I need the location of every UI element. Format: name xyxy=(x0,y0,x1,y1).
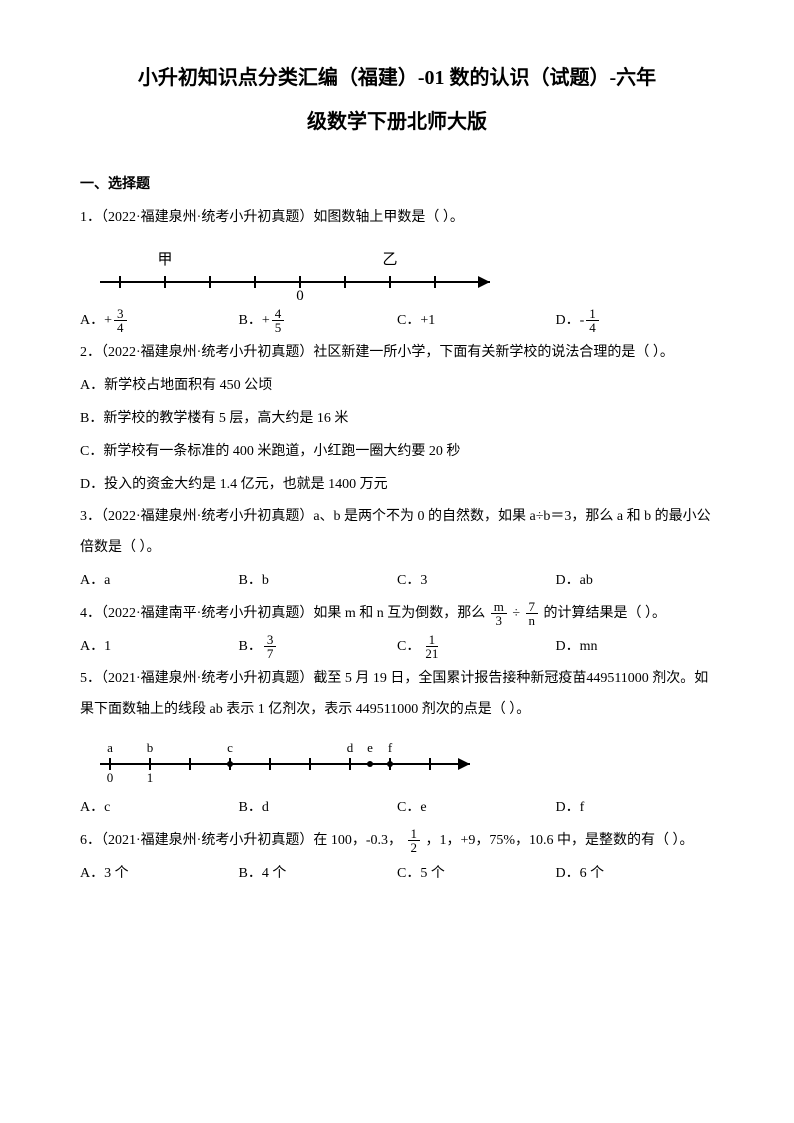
q1-number-line: 甲 乙 0 xyxy=(90,242,714,302)
q1-d-pre: D．- xyxy=(556,313,585,328)
q6-stem-post: ，1，+9，75%，10.6 中，是整数的有（ ）。 xyxy=(426,833,694,848)
q1-b-pre: B．+ xyxy=(239,313,270,328)
q6-opt-c: C．5 个 xyxy=(397,859,556,890)
q4-c-num: 1 xyxy=(426,633,439,647)
q1-stem: 1．（2022·福建泉州·统考小升初真题）如图数轴上甲数是（ ）。 xyxy=(80,203,714,234)
q1-nl-zero: 0 xyxy=(296,288,304,302)
q4-stem-pre: 4．（2022·福建南平·统考小升初真题）如果 m 和 n 互为倒数，那么 xyxy=(80,606,485,621)
q4-f1-den: 3 xyxy=(493,614,506,627)
q2-opt-a: A．新学校占地面积有 450 公顷 xyxy=(80,371,714,402)
q1-d-num: 1 xyxy=(586,307,599,321)
q4-b-den: 7 xyxy=(264,647,277,660)
q3-stem: 3．（2022·福建泉州·统考小升初真题）a、b 是两个不为 0 的自然数，如果… xyxy=(80,502,714,564)
q4-f2-den: n xyxy=(526,614,539,627)
q1-opt-b: B．+45 xyxy=(239,306,398,337)
q4-opt-a: A．1 xyxy=(80,632,239,663)
q3-options: A．a B．b C．3 D．ab xyxy=(80,566,714,597)
q6-f-den: 2 xyxy=(408,841,421,854)
q5-opt-a: A．c xyxy=(80,793,239,824)
q4-options: A．1 B．37 C． 121 D．mn xyxy=(80,632,714,663)
q3-opt-a: A．a xyxy=(80,566,239,597)
q5-nl-c: c xyxy=(227,740,233,755)
q6-stem: 6．（2021·福建泉州·统考小升初真题）在 100，-0.3， 12 ，1，+… xyxy=(80,826,714,857)
q3-opt-d: D．ab xyxy=(556,566,715,597)
q1-opt-d: D．-14 xyxy=(556,306,715,337)
q5-nl-d: d xyxy=(347,740,354,755)
doc-title-line2: 级数学下册北师大版 xyxy=(80,104,714,140)
doc-title-line1: 小升初知识点分类汇编（福建）-01 数的认识（试题）-六年 xyxy=(80,60,714,96)
q4-opt-b: B．37 xyxy=(239,632,398,663)
q1-a-num: 3 xyxy=(114,307,127,321)
q4-f2-num: 7 xyxy=(526,600,539,614)
q1-a-pre: A．+ xyxy=(80,313,112,328)
q2-opt-b: B．新学校的教学楼有 5 层，高大约是 16 米 xyxy=(80,404,714,435)
q2-opt-c: C．新学校有一条标准的 400 米跑道，小红跑一圈大约要 20 秒 xyxy=(80,437,714,468)
q4-c-pre: C． xyxy=(397,639,420,654)
q1-b-num: 4 xyxy=(272,307,285,321)
q1-d-den: 4 xyxy=(586,321,599,334)
q6-opt-d: D．6 个 xyxy=(556,859,715,890)
section-heading: 一、选择题 xyxy=(80,170,714,201)
q4-opt-c: C． 121 xyxy=(397,632,556,663)
q5-options: A．c B．d C．e D．f xyxy=(80,793,714,824)
q3-opt-b: B．b xyxy=(239,566,398,597)
q5-nl-f: f xyxy=(388,740,393,755)
q6-options: A．3 个 B．4 个 C．5 个 D．6 个 xyxy=(80,859,714,890)
q1-opt-a: A．+34 xyxy=(80,306,239,337)
q6-opt-b: B．4 个 xyxy=(239,859,398,890)
q5-nl-0: 0 xyxy=(107,770,114,785)
q1-nl-yi: 乙 xyxy=(382,252,397,268)
q4-f1-num: m xyxy=(491,600,507,614)
q5-nl-b: b xyxy=(147,740,154,755)
q4-b-pre: B． xyxy=(239,639,262,654)
q2-stem: 2．（2022·福建泉州·统考小升初真题）社区新建一所小学，下面有关新学校的说法… xyxy=(80,338,714,369)
q1-nl-jia: 甲 xyxy=(157,252,172,268)
q5-nl-1: 1 xyxy=(147,770,154,785)
q1-b-den: 5 xyxy=(272,321,285,334)
q5-nl-a: a xyxy=(107,740,113,755)
q6-f-num: 1 xyxy=(408,827,421,841)
q1-a-den: 4 xyxy=(114,321,127,334)
q5-nl-e: e xyxy=(367,740,373,755)
q4-c-den: 21 xyxy=(422,647,441,660)
q5-number-line: a b c d e f 0 1 xyxy=(90,734,714,789)
q4-mid: ÷ xyxy=(512,606,520,621)
q6-stem-pre: 6．（2021·福建泉州·统考小升初真题）在 100，-0.3， xyxy=(80,833,402,848)
q4-stem-post: 的计算结果是（ ）。 xyxy=(544,606,667,621)
q1-opt-c: C．+1 xyxy=(397,306,556,337)
q5-opt-b: B．d xyxy=(239,793,398,824)
q2-opt-d: D．投入的资金大约是 1.4 亿元，也就是 1400 万元 xyxy=(80,470,714,501)
q4-stem: 4．（2022·福建南平·统考小升初真题）如果 m 和 n 互为倒数，那么 m3… xyxy=(80,599,714,630)
q1-options: A．+34 B．+45 C．+1 D．-14 xyxy=(80,306,714,337)
q5-opt-c: C．e xyxy=(397,793,556,824)
q3-opt-c: C．3 xyxy=(397,566,556,597)
q5-opt-d: D．f xyxy=(556,793,715,824)
q4-b-num: 3 xyxy=(264,633,277,647)
q6-opt-a: A．3 个 xyxy=(80,859,239,890)
q5-stem: 5．（2021·福建泉州·统考小升初真题）截至 5 月 19 日，全国累计报告接… xyxy=(80,664,714,726)
q4-opt-d: D．mn xyxy=(556,632,715,663)
